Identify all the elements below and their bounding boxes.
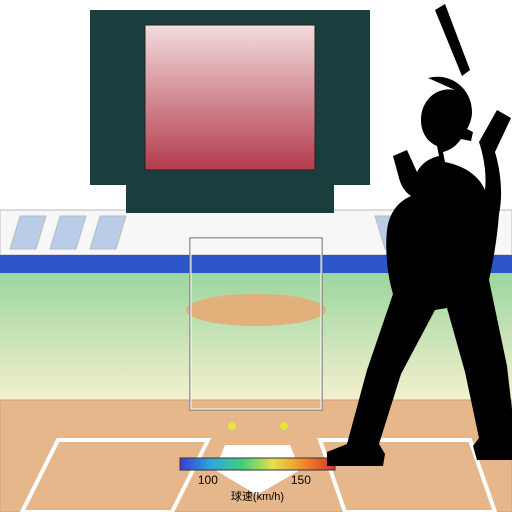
pitchers-mound bbox=[186, 294, 326, 326]
legend-tick-150: 150 bbox=[291, 473, 311, 487]
legend-tick-100: 100 bbox=[198, 473, 218, 487]
speed-legend-bar bbox=[180, 458, 335, 470]
pitch-marker bbox=[228, 422, 236, 430]
scoreboard-base bbox=[126, 185, 334, 213]
pitch-marker bbox=[280, 422, 288, 430]
scoreboard-screen bbox=[145, 25, 315, 170]
pitch-location-chart: 100 150 球速(km/h) bbox=[0, 0, 512, 512]
speed-legend-label: 球速(km/h) bbox=[231, 489, 284, 503]
